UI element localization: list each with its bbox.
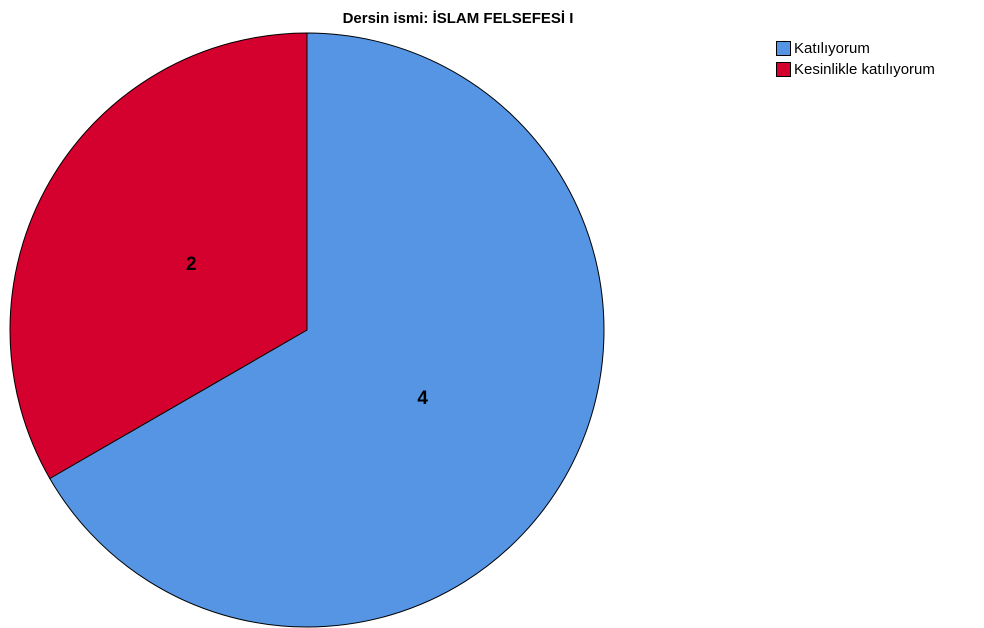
pie-slices — [9, 32, 605, 628]
pie-slice-1 — [49, 32, 605, 628]
slice-value-label: 2 — [186, 254, 197, 275]
pie-slice-2 — [9, 32, 308, 480]
legend: Katılıyorum Kesinlikle katılıyorum — [776, 38, 935, 80]
legend-label: Kesinlikle katılıyorum — [794, 61, 935, 78]
legend-item-kesinlikle-katiliyorum: Kesinlikle katılıyorum — [776, 59, 935, 80]
legend-label: Katılıyorum — [794, 40, 870, 57]
slice-value-label: 4 — [417, 388, 428, 409]
legend-swatch — [776, 62, 791, 77]
legend-item-katiliyorum: Katılıyorum — [776, 38, 935, 59]
legend-swatch — [776, 41, 791, 56]
chart-title: Dersin ismi: İSLAM FELSEFESİ I — [343, 10, 574, 27]
pie-slice-labels: 42 — [186, 254, 428, 409]
